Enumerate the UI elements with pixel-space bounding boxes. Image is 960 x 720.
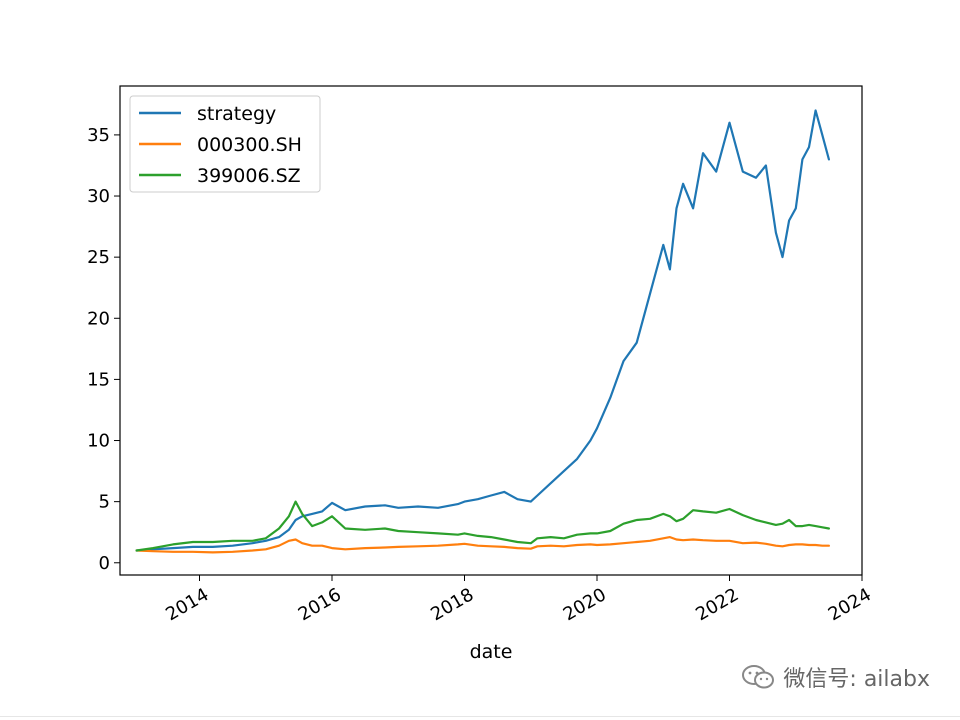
series-lines	[135, 109, 830, 554]
y-tick-label: 30	[87, 186, 110, 207]
x-axis-label: date	[470, 641, 513, 663]
legend-box	[129, 95, 321, 193]
legend-label: 399006.SZ	[197, 165, 301, 187]
y-tick-label: 10	[87, 431, 110, 452]
watermark-text: 微信号: ailabx	[783, 667, 930, 692]
legend: strategy 000300.SH 399006.SZ	[129, 95, 321, 193]
y-tick-label: 35	[87, 125, 110, 146]
bottom-divider	[0, 716, 960, 717]
series-line-3	[135, 500, 830, 552]
legend-label: strategy	[197, 103, 276, 125]
y-tick-label: 0	[99, 553, 110, 574]
y-tick-label: 20	[87, 308, 110, 329]
y-tick-label: 15	[87, 369, 110, 390]
wechat-icon	[742, 665, 775, 689]
legend-label: 000300.SH	[197, 134, 302, 156]
series-line-1	[135, 109, 830, 552]
y-tick-label: 25	[87, 247, 110, 268]
y-tick-label: 5	[99, 492, 110, 513]
series-line-2	[135, 536, 830, 554]
plot-frame	[119, 85, 863, 576]
y-axis: 0 5 10 15 20 25 30 35	[87, 125, 120, 574]
watermark: 微信号: ailabx	[741, 662, 930, 692]
